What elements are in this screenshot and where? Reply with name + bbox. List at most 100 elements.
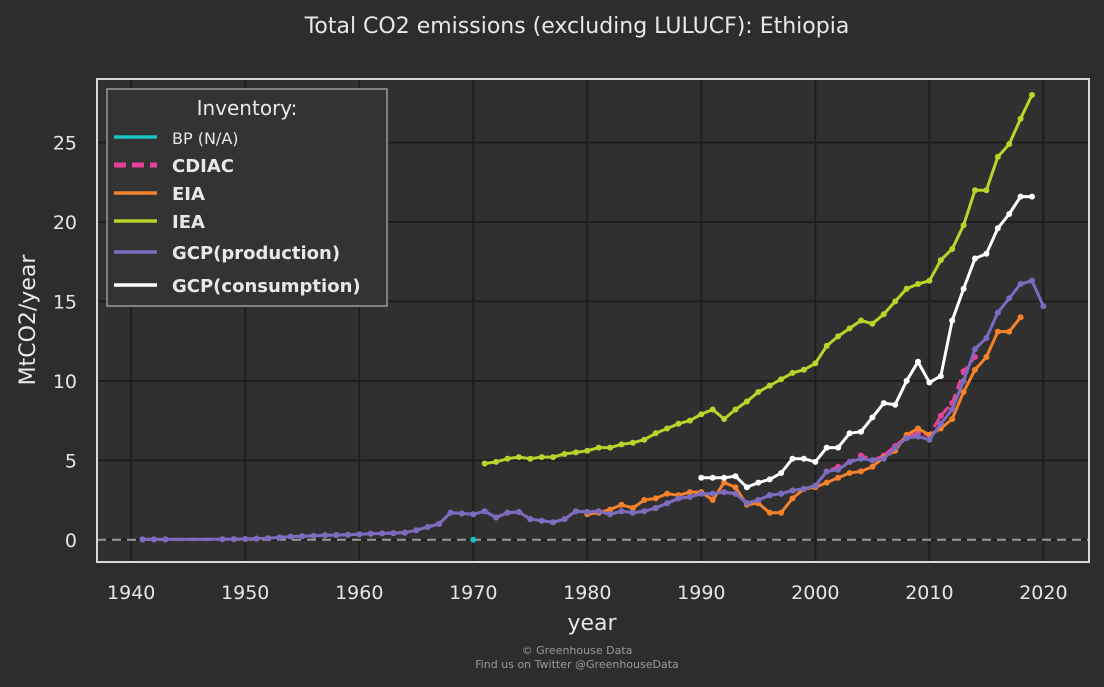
data-point	[937, 373, 944, 380]
data-point	[572, 449, 579, 456]
data-point	[629, 439, 636, 446]
data-point	[470, 536, 477, 543]
data-point	[1029, 277, 1035, 284]
x-tick-label: 1990	[677, 582, 725, 604]
data-point	[949, 416, 956, 422]
data-point	[823, 444, 830, 451]
legend-label: GCP(production)	[172, 243, 340, 264]
data-point	[276, 534, 283, 541]
data-point	[641, 508, 648, 515]
data-point	[926, 379, 933, 386]
data-point	[493, 514, 500, 521]
data-point	[344, 531, 351, 538]
data-point	[926, 277, 933, 284]
plot-frame	[96, 78, 1090, 563]
legend: Inventory: BP (N/A) CDIAC EIA IEA GCP(produc…	[106, 88, 388, 307]
data-point	[618, 441, 625, 448]
data-point	[812, 458, 819, 465]
data-point	[1006, 328, 1013, 335]
data-point	[219, 536, 226, 543]
data-point	[823, 468, 830, 475]
data-point	[436, 520, 443, 527]
data-point	[675, 420, 682, 427]
data-point	[390, 530, 397, 537]
data-point	[1017, 281, 1024, 287]
data-point	[972, 187, 978, 194]
data-point	[607, 444, 614, 451]
data-point	[789, 455, 796, 462]
legend-label: CDIAC	[172, 156, 234, 177]
data-point	[287, 533, 294, 540]
data-point	[858, 455, 864, 462]
data-point	[629, 509, 636, 516]
data-point	[983, 354, 990, 360]
legend-label: BP (N/A)	[172, 129, 239, 148]
data-point	[994, 225, 1001, 232]
data-point	[139, 536, 146, 543]
data-point	[789, 369, 796, 376]
data-point	[493, 458, 500, 465]
data-point	[972, 346, 978, 353]
series-iea	[481, 91, 1035, 467]
data-point	[664, 500, 671, 507]
data-point	[686, 493, 693, 500]
data-point	[858, 428, 864, 435]
data-point	[1017, 193, 1024, 200]
data-point	[800, 455, 807, 462]
data-point	[709, 406, 716, 413]
data-point	[709, 474, 716, 481]
data-point	[778, 376, 785, 383]
y-tick-label: 20	[53, 212, 77, 234]
data-point	[732, 406, 739, 413]
data-point	[470, 511, 477, 518]
credit-line-1: © Greenhouse Data	[522, 644, 633, 657]
data-point	[903, 435, 910, 442]
data-point	[846, 325, 853, 332]
data-point	[481, 460, 488, 467]
x-tick-label: 2010	[905, 582, 953, 604]
data-point	[1029, 91, 1035, 98]
data-point	[766, 476, 773, 483]
data-point	[983, 335, 990, 341]
data-point	[812, 360, 819, 367]
data-point	[504, 509, 511, 516]
data-point	[561, 451, 568, 457]
data-point	[686, 489, 693, 496]
data-point	[253, 535, 260, 542]
data-point	[242, 536, 249, 542]
data-point	[983, 250, 990, 257]
data-point	[618, 501, 625, 508]
chart-title: Total CO2 emissions (excluding LULUCF): …	[304, 14, 850, 39]
data-point	[880, 311, 887, 318]
data-point	[937, 420, 944, 427]
data-point	[401, 529, 408, 536]
data-point	[652, 505, 659, 511]
x-tick-label: 1980	[563, 582, 611, 604]
data-point	[299, 533, 306, 540]
data-point	[903, 285, 910, 292]
data-point	[1017, 314, 1024, 321]
data-point	[721, 474, 728, 481]
data-point	[823, 479, 830, 486]
data-point	[892, 401, 899, 408]
data-point	[664, 490, 671, 497]
data-point	[641, 436, 648, 443]
data-point	[664, 425, 671, 432]
data-point	[766, 492, 773, 499]
data-point	[595, 508, 602, 515]
data-point	[743, 484, 750, 491]
data-point	[698, 411, 705, 418]
data-point	[903, 377, 910, 384]
legend-box	[106, 88, 388, 307]
data-point	[607, 511, 614, 518]
x-tick-label: 1960	[335, 582, 383, 604]
data-point	[915, 281, 921, 287]
x-tick-label: 2020	[1019, 582, 1067, 604]
data-point	[846, 430, 853, 437]
data-point	[972, 255, 978, 262]
x-tick-label: 1950	[221, 582, 269, 604]
data-point	[322, 532, 328, 539]
data-point	[379, 530, 386, 537]
data-point	[721, 416, 728, 422]
data-point	[1006, 141, 1013, 148]
